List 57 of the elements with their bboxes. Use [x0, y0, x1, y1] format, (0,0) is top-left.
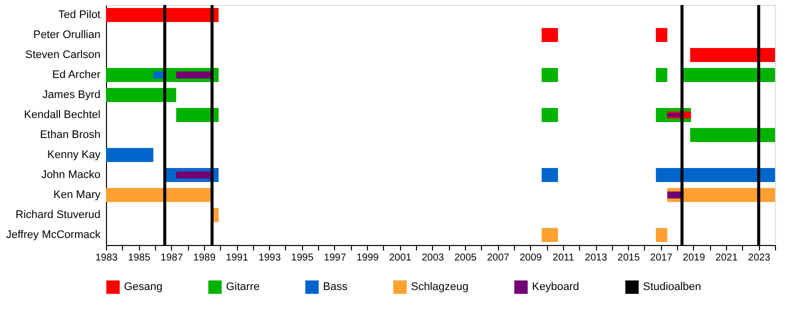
y-tick-label: Richard Stuverud — [16, 209, 100, 221]
bar — [656, 228, 668, 242]
x-tick-label: 1985 — [128, 252, 151, 264]
x-tick-label: 2013 — [584, 252, 608, 264]
bar — [176, 72, 213, 78]
bar — [176, 108, 219, 122]
x-tick-label: 2011 — [552, 252, 575, 264]
legend-label: Gitarre — [226, 281, 260, 294]
x-tick-label: 2009 — [520, 252, 542, 264]
bar — [682, 68, 775, 82]
y-tick-label: Peter Orullian — [33, 29, 100, 41]
bar — [690, 48, 775, 62]
y-tick-label: Ted Pilot — [58, 9, 100, 21]
x-tick-label: 2023 — [748, 252, 771, 264]
y-tick-label: Ed Archer — [52, 69, 101, 81]
bar — [656, 168, 775, 182]
x-tick-label: 1991 — [226, 252, 249, 264]
legend-label: Gesang — [124, 281, 163, 294]
x-tick-label: 2019 — [682, 252, 706, 264]
x-tick-label: 2015 — [618, 252, 640, 264]
bar — [690, 128, 775, 142]
bar — [176, 172, 213, 178]
bar — [656, 68, 668, 82]
x-tick-label: 1987 — [160, 252, 184, 264]
x-tick-label: 1997 — [324, 252, 346, 264]
bar — [542, 108, 558, 122]
x-tick-label: 2007 — [486, 252, 510, 264]
y-tick-label: James Byrd — [42, 89, 100, 101]
x-tick-label: 1999 — [356, 252, 380, 264]
x-tick-label: 1989 — [193, 252, 216, 264]
bar — [106, 88, 176, 102]
x-tick-label: 1983 — [95, 252, 118, 264]
legend-label: Studioalben — [643, 281, 702, 294]
x-tick-label: 2021 — [715, 252, 738, 264]
bar — [542, 28, 558, 42]
bar — [542, 168, 558, 182]
legend-label: Schlagzeug — [411, 281, 468, 294]
x-tick-label: 2005 — [454, 252, 478, 264]
y-tick-label: Ken Mary — [53, 189, 101, 201]
y-tick-label: Jeffrey McCormack — [6, 229, 101, 241]
bar — [106, 148, 154, 162]
bar — [106, 188, 213, 202]
y-tick-label: John Macko — [41, 169, 100, 181]
x-tick-label: 1995 — [291, 252, 314, 264]
y-tick-label: Steven Carlson — [25, 49, 100, 61]
bar — [106, 8, 219, 22]
y-tick-label: Kenny Kay — [47, 149, 101, 161]
legend-label: Keyboard — [532, 281, 580, 294]
x-tick-label: 1993 — [258, 252, 282, 264]
bar — [542, 228, 558, 242]
x-tick-label: 2001 — [389, 252, 412, 264]
legend-label: Bass — [323, 281, 348, 294]
y-tick-label: Ethan Brosh — [40, 129, 100, 141]
x-tick-label: 2003 — [422, 252, 444, 264]
y-tick-label: Kendall Bechtel — [24, 109, 100, 121]
bar — [542, 68, 558, 82]
x-tick-label: 2017 — [650, 252, 673, 264]
